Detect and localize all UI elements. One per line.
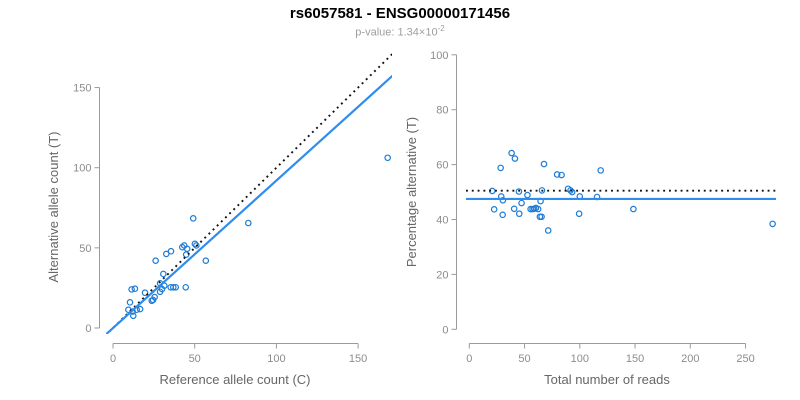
x-tick-label: 100 <box>571 353 589 365</box>
data-point <box>538 187 546 194</box>
x-axis-title: Total number of reads <box>544 372 670 387</box>
data-point <box>508 149 515 157</box>
data-point <box>769 220 776 228</box>
data-point <box>544 227 552 234</box>
y-tick-label: 50 <box>79 243 91 255</box>
y-tick-label: 40 <box>436 215 448 227</box>
data-point <box>511 155 519 162</box>
data-point <box>567 187 574 194</box>
data-point <box>558 171 565 179</box>
data-point <box>515 210 523 218</box>
data-point <box>129 312 137 320</box>
points-layer <box>125 154 391 320</box>
data-point <box>126 299 134 306</box>
pvalue-text: p-value: 1.34×10 <box>355 26 438 39</box>
y-tick-label: 0 <box>442 324 448 336</box>
data-point <box>499 196 507 204</box>
x-tick-label: 0 <box>466 353 472 365</box>
points-layer <box>488 149 776 234</box>
x-tick-label: 50 <box>518 353 530 365</box>
x-axis-title: Reference allele count (C) <box>159 372 310 387</box>
pvalue-subtitle: p-value: 1.34×10-2 <box>0 24 800 39</box>
data-point <box>244 219 252 227</box>
x-tick-label: 200 <box>681 353 699 365</box>
data-point <box>141 289 149 297</box>
x-tick-label: 150 <box>349 353 367 365</box>
data-point <box>510 205 518 213</box>
data-point <box>167 247 175 255</box>
data-point <box>193 242 200 249</box>
data-point <box>568 188 576 196</box>
data-point <box>151 293 158 301</box>
percentage-vs-reads-plot: 0 20 40 60 80 100 0 50 100 150 200 250 Total number … <box>404 50 776 387</box>
data-point <box>152 257 159 264</box>
data-point <box>384 154 391 162</box>
y-tick-label: 0 <box>85 323 91 335</box>
data-point <box>534 205 542 213</box>
data-point <box>172 283 180 291</box>
data-point <box>553 171 561 178</box>
y-tick-label: 60 <box>436 160 448 172</box>
data-point <box>182 283 190 291</box>
data-point <box>597 167 604 174</box>
x-tick-label: 250 <box>736 353 754 365</box>
data-point <box>131 285 139 293</box>
data-point <box>630 205 637 213</box>
data-point <box>183 245 191 253</box>
data-point <box>160 270 167 278</box>
y-tick-label: 80 <box>436 105 448 117</box>
data-point <box>182 251 190 258</box>
x-tick-label: 50 <box>189 353 201 365</box>
data-point <box>156 288 164 296</box>
data-point <box>499 211 506 219</box>
x-tick-label: 0 <box>110 353 116 365</box>
lines-layer <box>466 189 776 201</box>
data-point <box>490 206 498 213</box>
identity-line <box>106 53 392 334</box>
data-point <box>189 215 197 222</box>
x-tick-label: 100 <box>267 353 285 365</box>
data-point <box>575 210 583 218</box>
data-point <box>540 160 548 168</box>
data-point <box>169 283 177 291</box>
data-point <box>191 240 199 248</box>
y-tick-label: 150 <box>73 83 91 95</box>
data-point <box>497 164 504 172</box>
data-point <box>162 250 170 258</box>
y-axis-title: Alternative allele count (T) <box>46 131 61 282</box>
y-tick-label: 100 <box>73 163 91 175</box>
data-point <box>538 213 545 221</box>
page-title: rs6057581 - ENSG00000171456 <box>289 5 511 22</box>
lines-layer <box>106 53 392 334</box>
pvalue-exponent: -2 <box>437 24 445 33</box>
data-point <box>136 305 144 313</box>
data-point <box>524 191 531 199</box>
y-tick-label: 20 <box>436 269 448 281</box>
regression-line <box>106 74 392 334</box>
data-point <box>202 257 210 264</box>
data-point <box>128 286 135 293</box>
x-tick-label: 150 <box>626 353 644 365</box>
data-point <box>518 199 525 207</box>
y-axis-title: Percentage alternative (T) <box>404 117 419 267</box>
y-tick-label: 100 <box>430 50 448 62</box>
allele-counts-plot: 0 50 100 150 0 50 100 150 Reference allele count… <box>46 53 392 387</box>
data-point <box>515 188 523 195</box>
